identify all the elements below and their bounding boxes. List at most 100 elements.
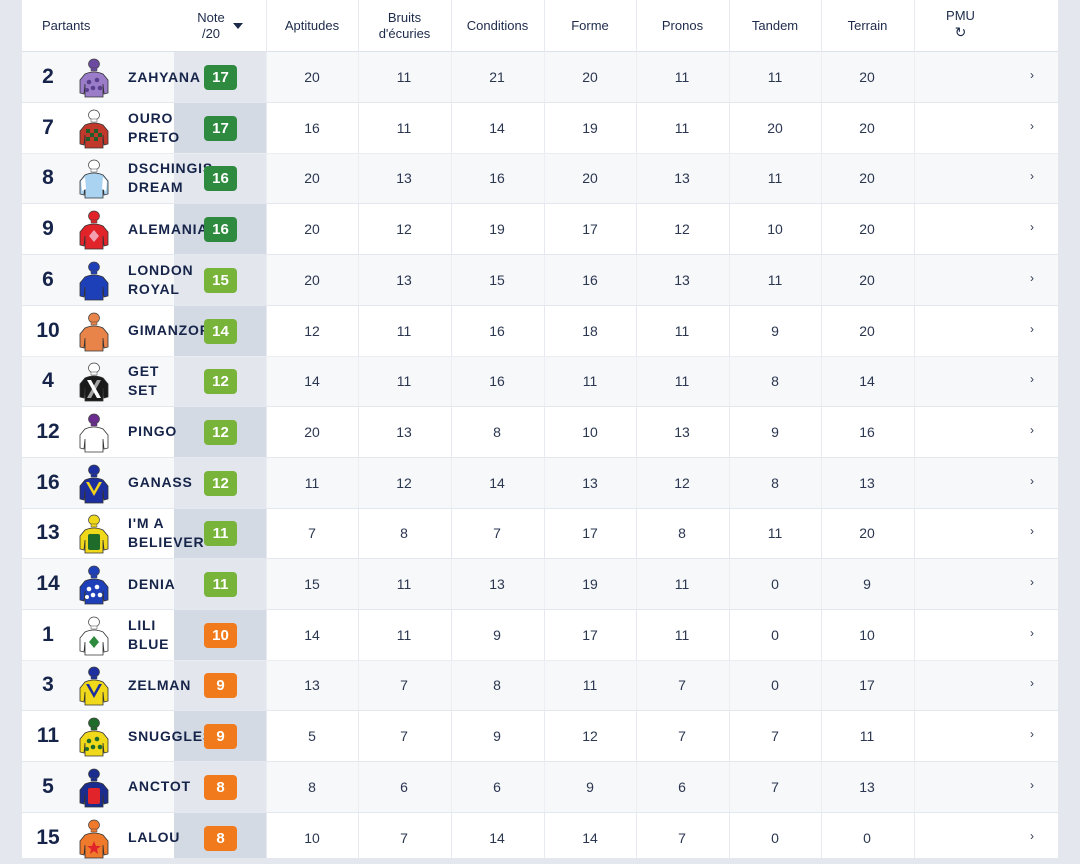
horse-name[interactable]: ANCTOT	[128, 778, 191, 795]
bruits-value: 13	[396, 271, 412, 288]
table-row[interactable]: 8 DSCHINGIS DREAM 16 20 13 16 20 13 11 20 ›	[22, 153, 1058, 205]
conditions-value: 14	[489, 474, 505, 491]
chevron-right-icon[interactable]: ›	[1030, 828, 1034, 843]
aptitudes-value: 8	[308, 778, 316, 795]
table-row[interactable]: 13 I'M A BELIEVER 11 7 8 7 17 8 11 20 ›	[22, 508, 1058, 560]
header-terrain[interactable]: Terrain	[821, 0, 914, 51]
header-tandem[interactable]: Tandem	[729, 0, 821, 51]
chevron-right-icon[interactable]: ›	[1030, 625, 1034, 640]
chevron-right-icon[interactable]: ›	[1030, 169, 1034, 184]
table-row[interactable]: 4 GET SET 12 14 11 16 11 11 8 14 ›	[22, 356, 1058, 408]
chevron-right-icon[interactable]: ›	[1030, 473, 1034, 488]
horse-name[interactable]: PINGO	[128, 423, 178, 440]
horse-name[interactable]: DENIA	[128, 575, 176, 592]
header-pronos[interactable]: Pronos	[636, 0, 729, 51]
note-badge: 14	[204, 318, 237, 344]
aptitudes-value: 11	[304, 474, 320, 491]
horse-name[interactable]: GANASS	[128, 474, 193, 491]
runner-number: 6	[42, 267, 54, 291]
pronos-value: 11	[674, 69, 690, 85]
horse-name[interactable]: GIMANZOR	[128, 322, 211, 338]
header-partants[interactable]: Partants	[42, 0, 142, 51]
forme-value: 14	[582, 829, 598, 846]
header-conditions[interactable]: Conditions	[451, 0, 544, 51]
terrain-value: 13	[859, 474, 875, 491]
table-row[interactable]: 5 ANCTOT 8 8 6 6 9 6 7 13 ›	[22, 761, 1058, 813]
horse-name[interactable]: ALEMANIA	[128, 220, 209, 237]
header-bruits[interactable]: Bruits d'écuries	[358, 0, 451, 51]
horse-name[interactable]: SNUGGLES	[128, 727, 213, 744]
horse-name[interactable]: DSCHINGIS DREAM	[128, 160, 213, 196]
chevron-right-icon[interactable]: ›	[1030, 321, 1034, 336]
header-pmu-label: PMU	[946, 8, 975, 23]
horse-name[interactable]: ZAHYANA	[128, 68, 201, 85]
horse-name[interactable]: LILI BLUE	[128, 616, 170, 652]
jockey-silk-icon	[77, 159, 111, 199]
table-row[interactable]: 1 LILI BLUE 10 14 11 9 17 11 0 10 ›	[22, 610, 1058, 661]
horse-name[interactable]: LONDON ROYAL	[128, 261, 194, 297]
note-badge: 17	[204, 65, 237, 90]
refresh-icon[interactable]: ↻	[954, 24, 967, 40]
conditions-value: 9	[493, 728, 501, 745]
tandem-value: 20	[767, 119, 783, 136]
bruits-value: 7	[400, 829, 408, 846]
aptitudes-value: 20	[304, 170, 320, 187]
note-badge: 8	[204, 774, 237, 800]
chevron-right-icon[interactable]: ›	[1030, 372, 1034, 387]
horse-name[interactable]: OURO PRETO	[128, 109, 180, 145]
table-row[interactable]: 9 ALEMANIA 16 20 12 19 17 12 10 20 ›	[22, 204, 1058, 256]
chevron-right-icon[interactable]: ›	[1030, 220, 1034, 235]
chevron-right-icon[interactable]: ›	[1030, 422, 1034, 437]
header-bruits-line2: d'écuries	[378, 25, 431, 41]
table-row[interactable]: 15 LALOU 8 10 7 14 14 7 0 0 ›	[22, 813, 1058, 864]
chevron-right-icon[interactable]: ›	[1030, 727, 1034, 742]
table-row[interactable]: 16 GANASS 12 11 12 14 13 12 8 13 ›	[22, 457, 1058, 509]
table-row[interactable]: 14 DENIA 11 15 11 13 19 11 0 9 ›	[22, 559, 1058, 610]
table-row[interactable]: 3 ZELMAN 9 13 7 8 11 7 0 17 ›	[22, 660, 1058, 712]
chevron-right-icon[interactable]: ›	[1030, 575, 1034, 589]
table-row[interactable]: 2 ZAHYANA 17 20 11 21 20 11 11 20 ›	[22, 52, 1058, 103]
conditions-value: 16	[489, 373, 505, 390]
table-row[interactable]: 11 SNUGGLES 9 5 7 9 12 7 7 11 ›	[22, 711, 1058, 763]
horse-name[interactable]: I'M A BELIEVER	[128, 515, 205, 551]
header-forme[interactable]: Forme	[544, 0, 636, 51]
pronos-value: 11	[674, 576, 690, 592]
table-row[interactable]: 10 GIMANZOR 14 12 11 16 18 11 9 20 ›	[22, 306, 1058, 357]
table-row[interactable]: 7 OURO PRETO 17 16 11 14 19 11 20 20 ›	[22, 103, 1058, 154]
chevron-right-icon[interactable]: ›	[1030, 777, 1034, 792]
horse-name[interactable]: LALOU	[128, 829, 181, 845]
runner-number: 9	[42, 217, 54, 241]
horse-name[interactable]: ZELMAN	[128, 676, 192, 693]
bruits-value: 13	[396, 423, 412, 440]
table-row[interactable]: 6 LONDON ROYAL 15 20 13 15 16 13 11 20 ›	[22, 254, 1058, 306]
partants-table: Partants Note /20 Aptitudes Bruits d'écu…	[22, 0, 1058, 864]
terrain-value: 17	[859, 677, 875, 694]
chevron-right-icon[interactable]: ›	[1030, 270, 1034, 285]
table-row[interactable]: 12 PINGO 12 20 13 8 10 13 9 16 ›	[22, 407, 1058, 458]
bruits-value: 12	[396, 221, 412, 238]
header-note-sort[interactable]: Note /20	[174, 0, 266, 51]
chevron-right-icon[interactable]: ›	[1030, 524, 1034, 539]
conditions-value: 16	[489, 170, 505, 187]
header-pmu[interactable]: PMU ↻	[914, 0, 1007, 51]
runner-number: 4	[42, 369, 54, 393]
conditions-value: 14	[489, 829, 505, 846]
pronos-value: 7	[678, 728, 686, 745]
forme-value: 11	[582, 373, 598, 390]
chevron-right-icon[interactable]: ›	[1030, 676, 1034, 691]
bruits-value: 8	[400, 525, 408, 542]
aptitudes-value: 20	[304, 69, 320, 85]
terrain-value: 0	[863, 829, 871, 846]
note-badge: 8	[204, 825, 237, 851]
chevron-right-icon[interactable]: ›	[1030, 68, 1034, 82]
pronos-value: 13	[674, 423, 690, 440]
terrain-value: 20	[859, 69, 875, 85]
header-conditions-label: Conditions	[466, 17, 529, 33]
horse-name[interactable]: GET SET	[128, 363, 160, 399]
header-aptitudes[interactable]: Aptitudes	[266, 0, 358, 51]
chevron-right-icon[interactable]: ›	[1030, 118, 1034, 133]
jockey-silk-icon	[77, 514, 111, 554]
bruits-value: 11	[396, 373, 412, 390]
jockey-silk-icon	[77, 819, 111, 859]
aptitudes-value: 5	[308, 728, 316, 745]
